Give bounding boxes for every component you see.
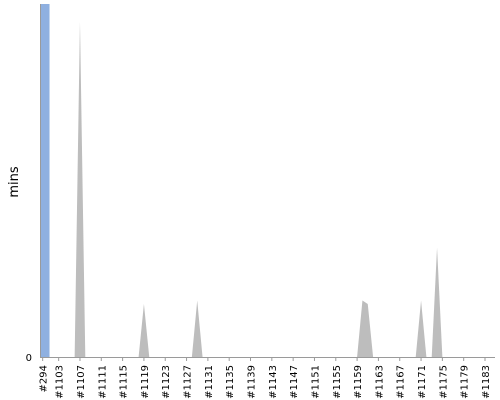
x-tick-label: #1135 bbox=[225, 365, 236, 399]
x-tick-label: #1131 bbox=[204, 365, 215, 399]
x-tick-label: #1103 bbox=[55, 365, 66, 399]
highlight-layer bbox=[41, 4, 50, 357]
area-layer bbox=[74, 21, 443, 358]
area-spike-1160 bbox=[357, 300, 374, 357]
x-tick-label: #1183 bbox=[481, 365, 492, 399]
area-spike-1174 bbox=[431, 247, 443, 357]
y-axis-label: mins bbox=[7, 166, 22, 198]
x-tick-label: #1179 bbox=[460, 365, 471, 399]
x-tick-label: #1147 bbox=[289, 365, 300, 399]
x-tick-label: #294 bbox=[39, 365, 50, 392]
area-spike-1107 bbox=[74, 21, 86, 358]
area-spike-1171 bbox=[415, 300, 427, 357]
x-tick-label: #1127 bbox=[183, 365, 194, 399]
area-spike-1119 bbox=[138, 304, 150, 357]
x-tick-label: #1115 bbox=[119, 365, 130, 399]
x-tick-label: #1123 bbox=[161, 365, 172, 399]
x-tick-label: #1151 bbox=[310, 365, 321, 399]
x-tick-label: #1167 bbox=[396, 365, 407, 399]
x-tick-label: #1171 bbox=[417, 365, 428, 399]
x-tick-label: #1143 bbox=[268, 365, 279, 399]
highlight-band bbox=[41, 4, 50, 357]
x-tick-label: #1163 bbox=[374, 365, 385, 399]
x-tick-label: #1155 bbox=[332, 365, 343, 399]
x-tick-label: #1119 bbox=[140, 365, 151, 399]
x-tick-label: #1139 bbox=[247, 365, 258, 399]
x-tick-label: #1175 bbox=[438, 365, 449, 399]
x-tick-label: #1111 bbox=[97, 365, 108, 399]
axes bbox=[40, 4, 495, 358]
y-tick-label: 0 bbox=[26, 353, 32, 364]
x-tick-labels: #294 #1103 #1107 #1111 #1115 #1119 #1123 #1127 #… bbox=[39, 357, 492, 399]
y-tick-labels: 0 bbox=[26, 353, 32, 364]
x-tick-label: #1159 bbox=[353, 365, 364, 399]
area-spike-1129 bbox=[191, 300, 203, 357]
x-tick-label: #1107 bbox=[76, 365, 87, 399]
